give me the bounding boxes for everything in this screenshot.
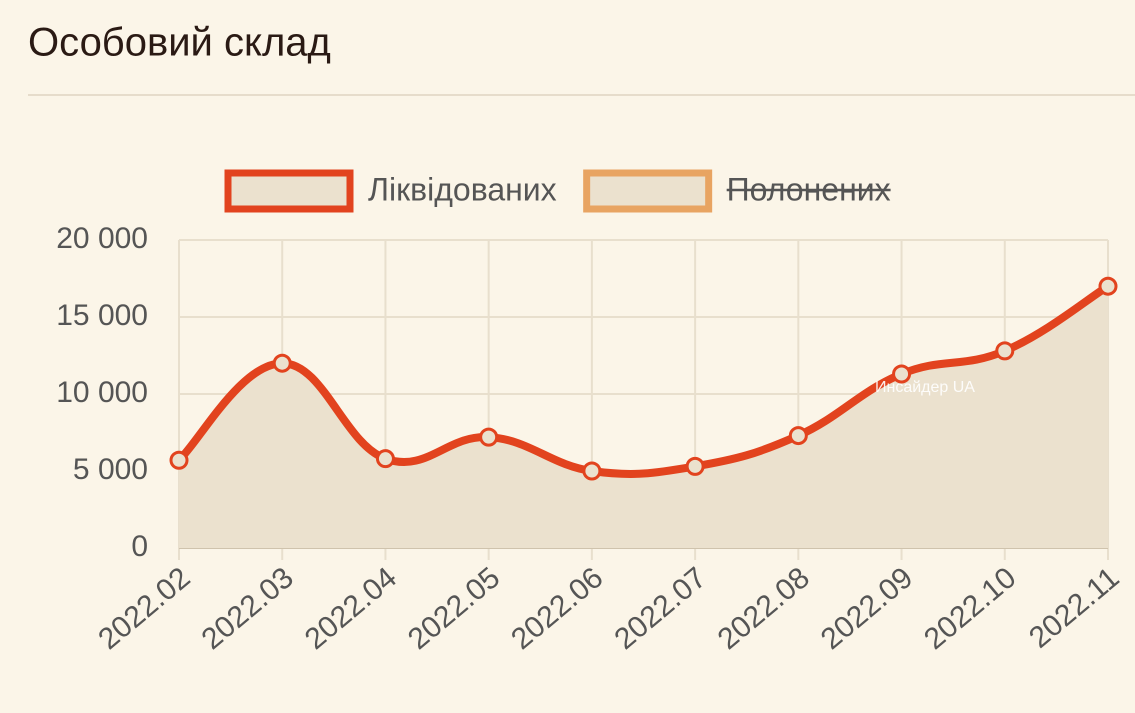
point — [1098, 276, 1118, 296]
chart-title: Особовий склад — [28, 21, 331, 65]
legend-swatch — [224, 169, 354, 213]
point — [995, 341, 1015, 361]
y-tick-label: 0 — [131, 530, 148, 563]
y-tick-label: 10 000 — [56, 376, 148, 409]
point — [582, 461, 602, 481]
legend-swatch — [583, 169, 713, 213]
point — [685, 456, 705, 476]
y-tick-label: 20 000 — [56, 222, 148, 255]
point — [479, 427, 499, 447]
point — [375, 449, 395, 469]
point — [892, 364, 912, 384]
line — [175, 282, 1112, 478]
y-tick-label: 15 000 — [56, 299, 148, 332]
y-tick-label: 5 000 — [73, 453, 148, 486]
watermark: Инсайдер UA — [875, 379, 975, 396]
point — [169, 450, 189, 470]
legend-label: Ліквідованих — [368, 171, 557, 207]
point — [788, 426, 808, 446]
point — [272, 353, 292, 373]
area — [179, 286, 1108, 548]
